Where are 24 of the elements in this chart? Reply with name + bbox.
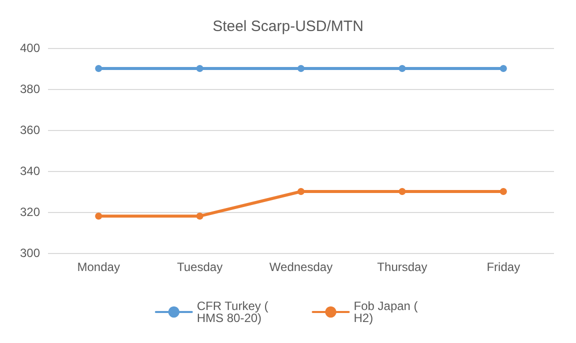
x-tick-label: Wednesday (269, 260, 333, 274)
point (298, 188, 304, 195)
x-tick-label: Thursday (377, 260, 428, 274)
y-tick-label: 320 (20, 205, 40, 219)
x-tick-label: Friday (486, 260, 520, 274)
y-tick-label: 360 (20, 123, 40, 137)
point (95, 65, 102, 72)
point (398, 188, 406, 195)
point (196, 65, 204, 72)
point (500, 188, 507, 195)
x-tick-label: Monday (77, 260, 120, 274)
point (298, 65, 304, 72)
legend-label: Fob Japan ( H2) (354, 299, 422, 325)
point (196, 212, 204, 220)
y-tick-label: 300 (20, 246, 40, 260)
x-tick-label: Tuesday (177, 260, 223, 274)
legend-label: CFR Turkey ( HMS 80-20) (196, 299, 272, 325)
point (500, 65, 507, 72)
point (398, 65, 406, 72)
point (95, 212, 102, 220)
y-tick-label: 380 (20, 82, 40, 96)
y-tick-label: 400 (20, 41, 40, 55)
chart-title: Steel Scarp-USD/MTN (212, 18, 364, 35)
y-tick-label: 340 (20, 164, 40, 178)
